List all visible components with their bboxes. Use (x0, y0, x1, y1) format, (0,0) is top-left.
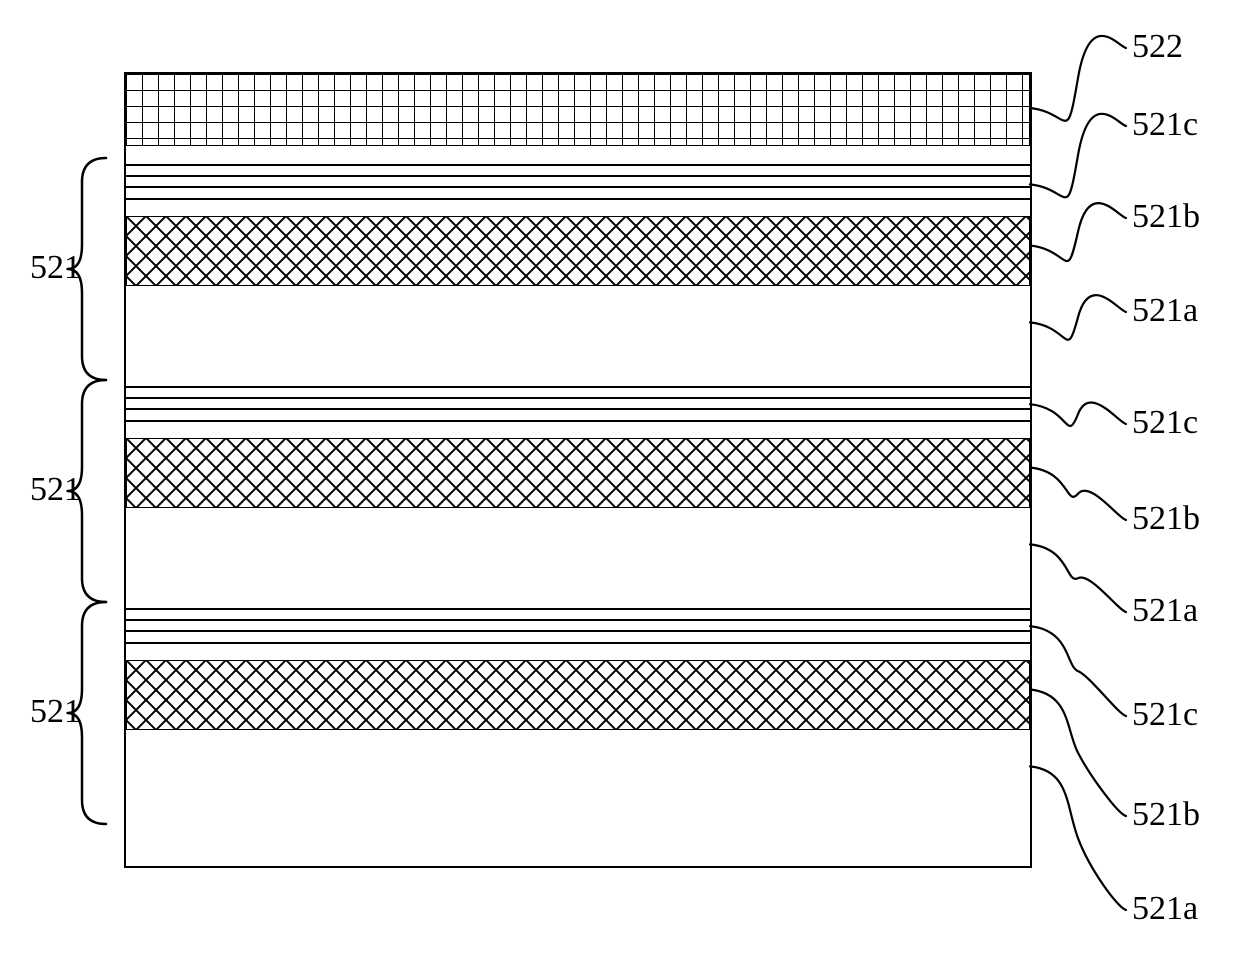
layer-base (126, 826, 1030, 866)
leader-right (1030, 468, 1126, 521)
layer-stack (124, 72, 1032, 868)
label-right-521b-2: 521b (1132, 198, 1200, 236)
leader-right (1030, 690, 1126, 817)
layer-521a (126, 508, 1030, 604)
layer-521c (126, 160, 1030, 204)
label-right-521c-4: 521c (1132, 404, 1198, 442)
label-right-521a-3: 521a (1132, 292, 1198, 330)
label-left-521-0: 521 (30, 249, 81, 287)
figure-container: 522 521c 521b 521a 521c 521b 521a 521c 521b 521a 5… (0, 0, 1240, 977)
leader-right (1030, 114, 1126, 198)
leader-right (1030, 295, 1126, 340)
layer-522 (126, 74, 1030, 146)
layer-521b (126, 438, 1030, 508)
leader-right (1030, 766, 1126, 910)
label-right-521b-8: 521b (1132, 796, 1200, 834)
layer-521b (126, 660, 1030, 730)
layer-521c (126, 604, 1030, 648)
label-right-521a-6: 521a (1132, 592, 1198, 630)
layer-521b (126, 216, 1030, 286)
label-left-521-1: 521 (30, 471, 81, 509)
label-right-521c-1: 521c (1132, 106, 1198, 144)
leader-right (1030, 403, 1126, 426)
leader-right (1030, 544, 1126, 612)
label-right-522-0: 522 (1132, 28, 1183, 66)
leader-right (1030, 203, 1126, 261)
layer-521c (126, 382, 1030, 426)
layer-gap (126, 146, 1030, 160)
label-right-521c-7: 521c (1132, 696, 1198, 734)
label-right-521b-5: 521b (1132, 500, 1200, 538)
layer-gap (126, 426, 1030, 438)
layer-gap (126, 648, 1030, 660)
layer-521a (126, 286, 1030, 382)
layer-gap (126, 204, 1030, 216)
leader-right (1030, 626, 1126, 716)
label-left-521-2: 521 (30, 693, 81, 731)
label-right-521a-9: 521a (1132, 890, 1198, 928)
layer-521a (126, 730, 1030, 826)
leader-right (1030, 36, 1126, 121)
